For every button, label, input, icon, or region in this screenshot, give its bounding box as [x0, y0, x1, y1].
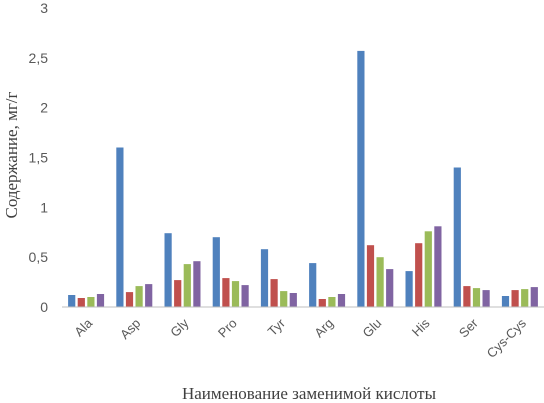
bar-ala-series-3 [87, 297, 95, 307]
bar-pro-series-1 [212, 237, 220, 307]
bar-ala-series-2 [77, 298, 85, 307]
bar-arg-series-1 [309, 263, 317, 307]
bar-gly-series-4 [193, 261, 201, 307]
bar-his-series-4 [434, 226, 442, 307]
x-axis-title: Наименование заменимой кислоты [182, 384, 437, 403]
bar-arg-series-2 [318, 299, 326, 307]
x-tick-label-glu: Glu [360, 316, 385, 341]
bar-glu-series-4 [386, 269, 394, 307]
y-tick-label: 3 [40, 0, 48, 16]
bar-ala-series-4 [96, 294, 105, 307]
y-tick-label: 0 [40, 299, 48, 315]
bar-pro-series-4 [241, 285, 249, 307]
bar-asp-series-1 [116, 147, 124, 307]
bar-cys-cys-series-4 [530, 287, 538, 307]
x-tick-label-cys-cys: Cys-Cys [484, 315, 530, 361]
bar-ser-series-4 [482, 290, 490, 307]
bar-gly-series-3 [183, 264, 191, 307]
bar-gly-series-2 [174, 280, 182, 307]
x-axis-ticks: Ala Asp Gly Pro Tyr Arg Glu His Ser Cys-Cys [71, 315, 529, 361]
bar-ser-series-2 [463, 286, 471, 307]
x-tick-label-asp: Asp [117, 316, 143, 342]
bar-ser-series-1 [453, 167, 461, 307]
bar-tyr-series-3 [280, 291, 288, 307]
y-tick-label: 2 [40, 100, 48, 116]
y-tick-label: 0,5 [29, 249, 49, 265]
bar-asp-series-2 [125, 292, 134, 307]
bar-asp-series-3 [135, 286, 143, 307]
y-tick-label: 1,5 [29, 150, 49, 166]
y-tick-label: 1 [40, 199, 48, 215]
bar-cys-cys-series-3 [521, 289, 529, 307]
bar-ala-series-1 [68, 295, 76, 307]
bar-gly-series-1 [164, 233, 172, 307]
bar-ser-series-3 [472, 288, 481, 307]
x-tick-label-his: His [409, 315, 433, 339]
bar-his-series-2 [415, 243, 423, 307]
y-axis-title: Содержание, мг/г [2, 91, 21, 218]
bar-pro-series-2 [222, 278, 230, 307]
bar-his-series-3 [424, 231, 432, 307]
bar-pro-series-3 [231, 281, 240, 307]
x-tick-label-arg: Arg [311, 316, 336, 341]
x-tick-label-tyr: Tyr [265, 315, 289, 339]
bar-glu-series-2 [366, 245, 375, 307]
y-tick-label: 2,5 [29, 50, 49, 66]
bar-asp-series-4 [145, 284, 153, 307]
x-tick-label-ala: Ala [71, 315, 95, 339]
bar-arg-series-3 [328, 297, 336, 307]
bar-arg-series-4 [337, 294, 346, 307]
bar-glu-series-3 [376, 257, 384, 307]
y-axis-ticks: 0 0,5 1 1,5 2 2,5 3 [29, 0, 49, 315]
bar-cys-cys-series-1 [501, 296, 510, 307]
bars-group [68, 50, 538, 308]
bar-cys-cys-series-2 [511, 290, 519, 307]
bar-glu-series-1 [357, 50, 365, 308]
bar-tyr-series-4 [289, 293, 297, 307]
x-tick-label-ser: Ser [456, 315, 481, 340]
x-tick-label-gly: Gly [167, 315, 192, 340]
bar-tyr-series-1 [260, 249, 269, 307]
x-tick-label-pro: Pro [215, 316, 240, 341]
bar-his-series-1 [405, 271, 413, 307]
bar-tyr-series-2 [270, 279, 278, 307]
